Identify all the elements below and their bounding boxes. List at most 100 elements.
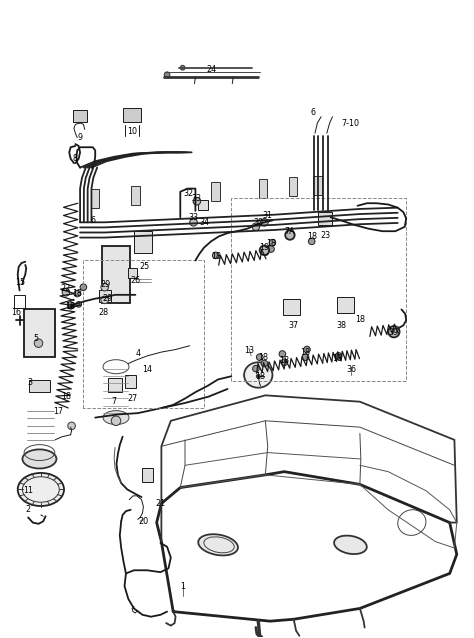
Text: 21: 21 bbox=[155, 499, 165, 508]
Circle shape bbox=[268, 246, 274, 253]
Bar bbox=[259, 179, 267, 198]
Bar bbox=[14, 295, 25, 308]
Text: 18: 18 bbox=[307, 232, 317, 241]
Bar bbox=[123, 108, 141, 122]
Text: 10: 10 bbox=[127, 127, 137, 136]
Text: 3: 3 bbox=[27, 378, 33, 387]
Text: 18: 18 bbox=[266, 239, 276, 248]
Text: 22: 22 bbox=[61, 284, 71, 293]
Text: 33: 33 bbox=[189, 212, 199, 222]
Text: 27: 27 bbox=[127, 394, 137, 403]
Text: 11: 11 bbox=[23, 486, 33, 495]
Text: 24: 24 bbox=[206, 65, 216, 74]
Text: 18: 18 bbox=[355, 315, 365, 323]
Text: 37: 37 bbox=[289, 321, 299, 330]
Bar bbox=[337, 297, 354, 313]
Circle shape bbox=[111, 416, 121, 426]
Circle shape bbox=[212, 252, 219, 258]
Circle shape bbox=[101, 283, 109, 291]
Bar bbox=[29, 380, 50, 392]
Text: 6: 6 bbox=[310, 108, 315, 117]
Ellipse shape bbox=[334, 535, 367, 554]
Text: 1: 1 bbox=[180, 582, 185, 591]
Text: 31: 31 bbox=[263, 211, 273, 221]
Bar bbox=[134, 231, 152, 253]
Text: 18: 18 bbox=[279, 356, 289, 365]
Circle shape bbox=[304, 346, 310, 353]
Bar bbox=[318, 212, 332, 225]
Circle shape bbox=[62, 288, 70, 296]
Text: 7-10: 7-10 bbox=[341, 119, 359, 128]
Circle shape bbox=[261, 360, 268, 367]
Text: 4: 4 bbox=[135, 350, 140, 359]
Circle shape bbox=[253, 366, 259, 372]
Text: 29: 29 bbox=[100, 279, 111, 288]
Text: 18: 18 bbox=[61, 392, 71, 401]
Text: 5: 5 bbox=[34, 334, 39, 343]
Circle shape bbox=[68, 422, 75, 429]
Bar bbox=[99, 290, 111, 302]
Text: 9: 9 bbox=[78, 133, 82, 142]
Circle shape bbox=[190, 219, 197, 226]
Bar bbox=[198, 200, 208, 211]
Circle shape bbox=[76, 302, 82, 308]
Text: 18: 18 bbox=[301, 348, 310, 357]
Text: 13: 13 bbox=[244, 346, 254, 355]
Text: 33: 33 bbox=[192, 194, 202, 203]
Ellipse shape bbox=[244, 362, 273, 388]
Circle shape bbox=[164, 72, 170, 78]
Circle shape bbox=[256, 354, 263, 360]
Text: 2: 2 bbox=[26, 505, 31, 514]
Bar bbox=[125, 375, 137, 388]
Bar bbox=[142, 468, 154, 482]
Circle shape bbox=[388, 326, 400, 338]
Circle shape bbox=[309, 238, 315, 245]
Bar bbox=[289, 177, 297, 197]
Circle shape bbox=[68, 304, 73, 309]
Circle shape bbox=[74, 290, 81, 297]
Circle shape bbox=[260, 246, 269, 255]
Circle shape bbox=[302, 354, 309, 360]
Text: 28: 28 bbox=[99, 308, 109, 317]
Text: 7A: 7A bbox=[284, 226, 295, 235]
Circle shape bbox=[262, 249, 269, 255]
Circle shape bbox=[269, 239, 276, 246]
Circle shape bbox=[34, 339, 43, 348]
Bar bbox=[131, 186, 140, 205]
Text: 38: 38 bbox=[337, 321, 347, 330]
Ellipse shape bbox=[103, 411, 129, 425]
Circle shape bbox=[106, 294, 111, 300]
Bar bbox=[109, 378, 122, 392]
Text: 18: 18 bbox=[211, 252, 221, 261]
Text: 18: 18 bbox=[255, 372, 265, 381]
Bar bbox=[128, 268, 137, 278]
Text: 7: 7 bbox=[111, 397, 117, 406]
Circle shape bbox=[180, 65, 185, 70]
Circle shape bbox=[279, 351, 286, 357]
Text: 36: 36 bbox=[346, 366, 356, 375]
Bar bbox=[73, 110, 87, 122]
Bar bbox=[313, 176, 321, 195]
Ellipse shape bbox=[198, 534, 238, 556]
Text: 26: 26 bbox=[130, 276, 140, 285]
Bar bbox=[211, 182, 220, 202]
Circle shape bbox=[80, 284, 87, 290]
Text: 14: 14 bbox=[142, 366, 152, 375]
Bar bbox=[102, 246, 130, 303]
Text: 6: 6 bbox=[91, 216, 95, 225]
Text: 30: 30 bbox=[253, 218, 263, 226]
Circle shape bbox=[256, 375, 260, 378]
Circle shape bbox=[335, 353, 342, 359]
Text: 20: 20 bbox=[138, 517, 148, 526]
Bar bbox=[24, 309, 55, 357]
Text: 25: 25 bbox=[140, 262, 150, 271]
Text: 32: 32 bbox=[184, 189, 194, 198]
Text: 29: 29 bbox=[102, 294, 112, 303]
Text: 17: 17 bbox=[53, 407, 64, 416]
Bar bbox=[283, 299, 300, 315]
Circle shape bbox=[285, 230, 295, 240]
Text: 18: 18 bbox=[72, 289, 82, 298]
Text: 34: 34 bbox=[200, 218, 210, 226]
Text: 16: 16 bbox=[11, 308, 21, 317]
Text: 19: 19 bbox=[259, 243, 270, 252]
